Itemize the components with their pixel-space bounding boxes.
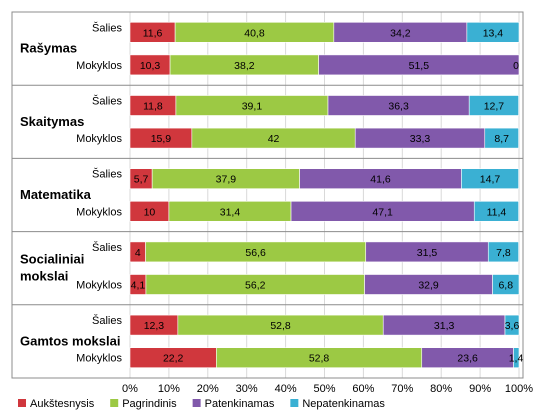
data-label: 31,3 <box>434 320 455 332</box>
group-label: Socialiniai <box>20 252 84 267</box>
legend-swatch-pagrindinis <box>110 399 119 407</box>
row-label: Mokyklos <box>76 280 122 292</box>
x-tick-label: 0% <box>122 383 138 395</box>
x-tick-label: 80% <box>430 383 452 395</box>
row-label: Šalies <box>92 95 122 108</box>
data-label: 22,2 <box>163 353 184 365</box>
data-label: 39,1 <box>242 101 263 113</box>
data-label: 7,8 <box>496 247 511 259</box>
data-label: 47,1 <box>372 206 393 218</box>
x-tick-label: 70% <box>391 383 413 395</box>
x-tick-label: 90% <box>469 383 491 395</box>
data-label: 10,3 <box>140 60 161 72</box>
data-label: 12,7 <box>484 101 505 113</box>
bar-segment-nepatenkinamas <box>484 127 519 149</box>
data-label: 0 <box>513 60 519 72</box>
bar-segment-patenkinamas <box>318 54 520 76</box>
x-tick-label: 30% <box>236 383 258 395</box>
data-label: 15,9 <box>151 133 172 145</box>
data-label: 14,7 <box>480 174 501 186</box>
group-label: Rašymas <box>20 41 77 56</box>
data-label: 5,7 <box>134 174 149 186</box>
row-label: Mokyklos <box>76 206 122 218</box>
legend-label: Nepatenkinamas <box>302 398 385 410</box>
data-label: 11,4 <box>487 206 507 218</box>
data-label: 12,3 <box>144 320 165 332</box>
data-label: 31,4 <box>220 206 241 218</box>
group-label: Skaitymas <box>20 114 84 129</box>
data-label: 56,6 <box>245 247 266 259</box>
bar-segment-nepatenkinamas <box>466 21 520 43</box>
data-label: 4 <box>135 247 141 259</box>
data-label: 52,8 <box>270 320 291 332</box>
data-label: 41,6 <box>370 174 391 186</box>
data-label: 10 <box>144 206 156 218</box>
data-label: 56,2 <box>245 280 266 292</box>
data-label: 3,6 <box>505 320 520 332</box>
data-label: 23,6 <box>457 353 478 365</box>
x-tick-label: 50% <box>313 383 335 395</box>
bar-segment-nepatenkinamas <box>513 347 520 369</box>
data-label: 6,8 <box>498 280 513 292</box>
legend-label: Patenkinamas <box>205 398 275 410</box>
data-label: 31,5 <box>417 247 438 259</box>
row-label: Mokyklos <box>76 133 122 145</box>
chart-frame <box>11 11 524 379</box>
legend-swatch-patenkinamas <box>192 399 201 407</box>
data-label: 32,9 <box>418 280 439 292</box>
data-label: 36,3 <box>388 101 409 113</box>
data-label: 4,1 <box>131 280 146 292</box>
data-label: 13,4 <box>483 27 504 39</box>
x-tick-label: 100% <box>505 383 533 395</box>
legend-swatch-aukštesnysis <box>18 399 26 407</box>
bar-segment-nepatenkinamas <box>492 274 520 295</box>
data-label: 37,9 <box>216 174 237 186</box>
data-label: 52,8 <box>309 353 330 365</box>
bar-segment-nepatenkinamas <box>468 95 519 116</box>
bar-segment-nepatenkinamas <box>461 168 519 189</box>
row-label: Šalies <box>92 168 122 181</box>
row-label: Mokyklos <box>76 353 122 365</box>
row-label: Šalies <box>92 314 122 327</box>
x-tick-label: 60% <box>352 383 374 395</box>
data-label: 34,2 <box>390 27 411 39</box>
x-tick-label: 40% <box>275 383 297 395</box>
group-label: mokslai <box>20 269 68 284</box>
bar-segment-nepatenkinamas <box>487 241 519 263</box>
data-label: 38,2 <box>234 60 255 72</box>
legend-label: Aukštesnysis <box>30 398 95 410</box>
row-label: Šalies <box>92 241 122 254</box>
row-label: Šalies <box>92 21 122 34</box>
x-tick-label: 10% <box>158 383 180 395</box>
group-label: Gamtos mokslai <box>20 333 120 348</box>
legend-label: Pagrindinis <box>122 398 177 410</box>
x-tick-label: 20% <box>197 383 219 395</box>
data-label: 11,6 <box>143 27 163 39</box>
bar-segment-nepatenkinamas <box>504 314 520 336</box>
data-label: 8,7 <box>494 133 509 145</box>
data-label: 42 <box>268 133 280 145</box>
bar-segment-nepatenkinamas <box>473 201 519 222</box>
data-label: 1,4 <box>509 353 524 365</box>
row-label: Mokyklos <box>76 60 122 72</box>
data-label: 11,8 <box>143 101 163 113</box>
data-label: 33,3 <box>410 133 431 145</box>
data-label: 51,5 <box>409 60 430 72</box>
data-label: 40,8 <box>244 27 265 39</box>
legend-swatch-nepatenkinamas <box>290 399 299 407</box>
group-label: Matematika <box>20 187 92 202</box>
